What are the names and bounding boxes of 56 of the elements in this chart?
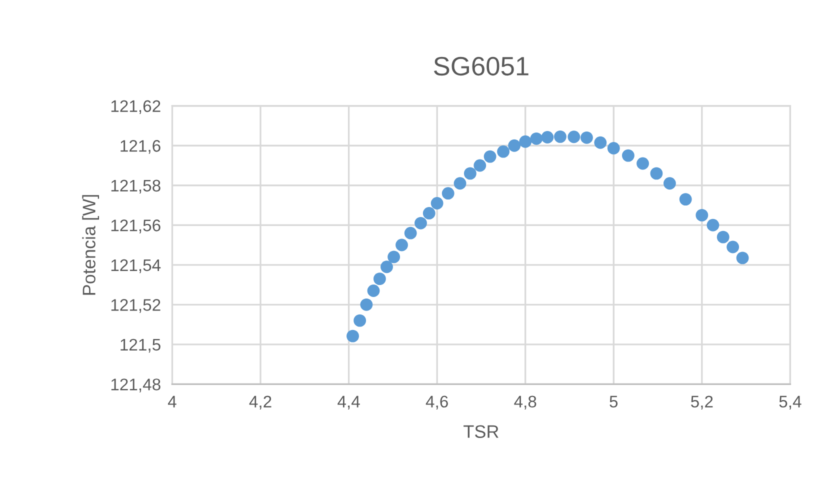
point bbox=[484, 150, 496, 163]
chart-title: SG6051 bbox=[434, 56, 528, 76]
point bbox=[594, 136, 607, 149]
x-tick-label: 5 bbox=[610, 396, 618, 408]
point bbox=[388, 250, 400, 264]
point bbox=[367, 284, 380, 297]
point bbox=[706, 218, 720, 232]
point bbox=[464, 167, 476, 180]
point bbox=[736, 252, 749, 264]
point bbox=[354, 314, 366, 327]
y-tick-label: 121,54 bbox=[111, 259, 161, 274]
point bbox=[568, 130, 580, 144]
point bbox=[508, 139, 521, 152]
point bbox=[442, 187, 454, 200]
x-axis-title: TSR bbox=[464, 425, 498, 438]
x-tick-label: 4 bbox=[168, 396, 176, 408]
x-tick-label: 4,4 bbox=[338, 396, 360, 410]
x-tick-label: 4,8 bbox=[514, 396, 536, 410]
y-tick-label: 121,52 bbox=[111, 299, 160, 313]
point bbox=[530, 132, 543, 145]
point bbox=[346, 330, 359, 342]
point bbox=[474, 159, 486, 172]
point bbox=[554, 130, 566, 143]
point bbox=[360, 298, 373, 311]
x-tick-label: 5,2 bbox=[691, 396, 713, 410]
point bbox=[497, 145, 510, 158]
point bbox=[726, 240, 740, 254]
point bbox=[414, 216, 427, 230]
point bbox=[373, 272, 386, 286]
y-tick-label: 121,6 bbox=[120, 140, 160, 154]
y-axis-title: Potencia [W] bbox=[82, 195, 100, 295]
point bbox=[430, 197, 444, 210]
point bbox=[380, 260, 393, 274]
point bbox=[541, 131, 554, 144]
y-tick-label: 121,48 bbox=[111, 378, 160, 392]
point bbox=[636, 157, 649, 170]
point bbox=[519, 135, 532, 148]
point bbox=[716, 230, 730, 244]
point bbox=[607, 142, 620, 154]
point bbox=[663, 177, 676, 190]
point bbox=[622, 149, 634, 162]
y-tick-label: 121,5 bbox=[120, 338, 160, 353]
point bbox=[422, 207, 436, 220]
point bbox=[396, 238, 408, 252]
x-tick-label: 4,2 bbox=[249, 396, 272, 410]
y-tick-label: 121,62 bbox=[111, 100, 160, 114]
point bbox=[454, 177, 466, 190]
y-tick-label: 121,58 bbox=[111, 180, 160, 194]
point bbox=[696, 208, 708, 222]
y-tick-label: 121,56 bbox=[111, 220, 160, 234]
point bbox=[580, 131, 593, 144]
point bbox=[650, 167, 663, 180]
point bbox=[679, 193, 692, 206]
x-tick-label: 4,6 bbox=[426, 396, 448, 410]
x-tick-label: 5,4 bbox=[779, 396, 802, 410]
point bbox=[404, 226, 417, 240]
